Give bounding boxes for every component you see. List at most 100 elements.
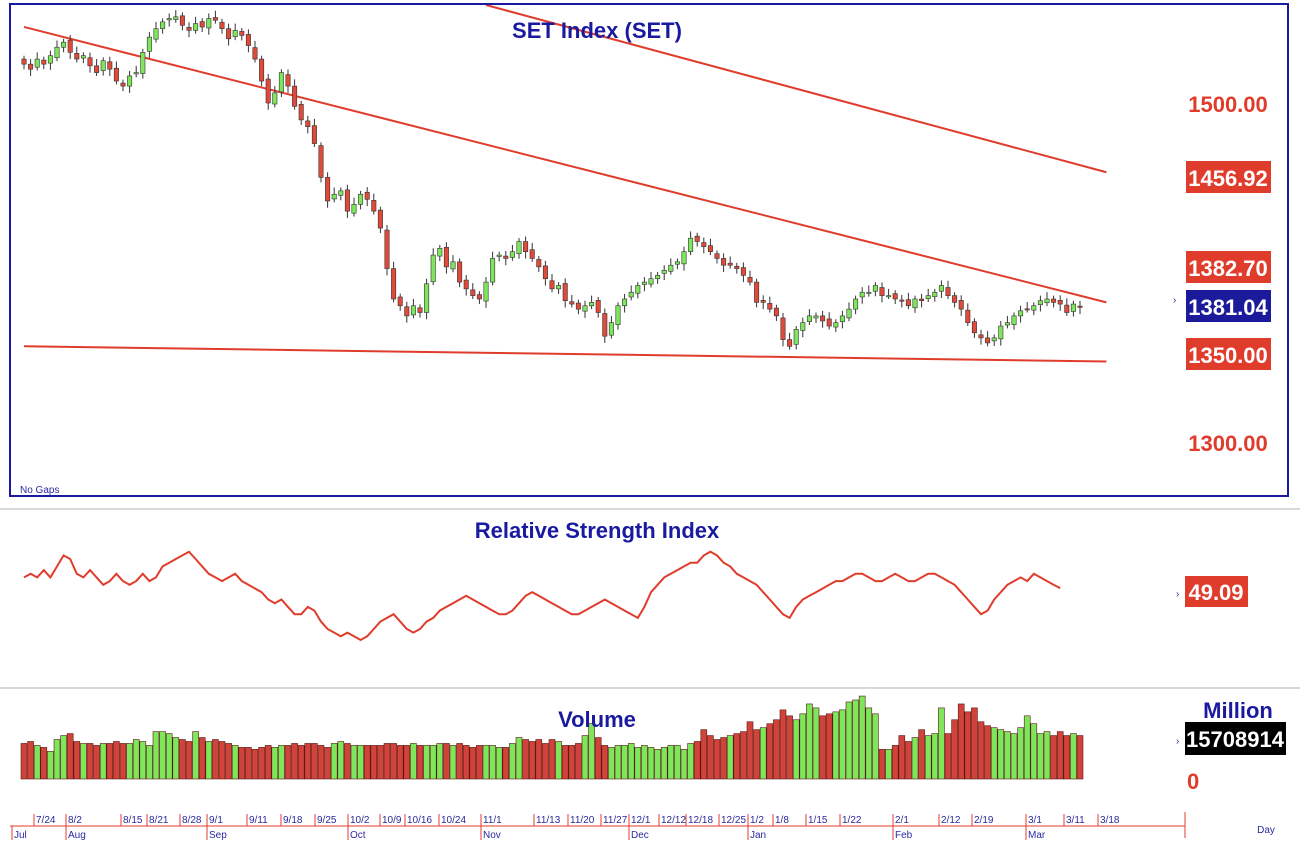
volume-bar: [1010, 733, 1018, 780]
volume-bar: [443, 743, 450, 780]
candle: [734, 262, 740, 274]
candle: [100, 57, 106, 76]
candle: [602, 308, 608, 343]
date-label: 12/18: [688, 815, 713, 826]
candle: [820, 310, 826, 328]
volume-bar: [495, 747, 503, 780]
volume-bar: [139, 741, 147, 780]
candle: [773, 304, 779, 321]
candle: [800, 317, 806, 338]
volume-bar: [674, 745, 681, 780]
volume-panel: [20, 695, 1084, 780]
candle: [496, 251, 502, 262]
volume-bar: [1063, 735, 1071, 780]
volume-bar: [436, 743, 444, 780]
volume-bar: [456, 743, 463, 780]
candle: [140, 48, 146, 79]
candle: [153, 21, 159, 43]
candle: [529, 242, 535, 262]
date-label: 10/24: [441, 815, 466, 826]
volume-bar: [1043, 731, 1051, 780]
volume-bar: [601, 745, 609, 780]
candle: [549, 273, 555, 293]
date-label: 3/11: [1066, 815, 1085, 826]
candle: [886, 288, 892, 299]
candle: [1051, 295, 1057, 308]
candle: [397, 293, 403, 311]
candle: [133, 65, 139, 78]
candle: [932, 288, 938, 302]
volume-bar: [614, 745, 622, 780]
candle: [463, 275, 469, 296]
volume-bar: [324, 747, 331, 780]
volume-bar: [60, 735, 67, 780]
volume-bar: [423, 745, 430, 780]
volume-bar: [291, 743, 298, 780]
candle: [278, 69, 284, 97]
rsi-last-value-box: [1185, 576, 1248, 607]
x-axis-label: Day: [1257, 825, 1275, 836]
candle: [985, 331, 991, 347]
candle: [179, 12, 185, 31]
candle: [707, 238, 713, 256]
candle: [945, 280, 951, 299]
volume-bar: [119, 743, 127, 780]
volume-bar: [489, 745, 496, 780]
volume-last-value: 15708914: [1186, 727, 1285, 752]
volume-bar: [350, 745, 358, 780]
volume-bar: [304, 743, 312, 780]
volume-bar: [740, 731, 747, 780]
candle: [793, 326, 799, 350]
candle: [47, 50, 53, 70]
volume-bar: [759, 727, 767, 780]
volume-bar: [753, 729, 760, 780]
volume-bar: [806, 703, 813, 780]
level-value: 1381.04: [1188, 295, 1268, 320]
date-label: 2/12: [941, 815, 961, 826]
candle: [74, 46, 80, 63]
volume-bar: [1023, 715, 1031, 780]
candle: [694, 232, 700, 247]
volume-bar: [113, 741, 120, 780]
candle: [272, 86, 278, 108]
candle: [556, 282, 562, 294]
volume-bar: [264, 745, 272, 780]
candle: [747, 270, 753, 286]
volume-bar: [132, 739, 140, 780]
volume-bar: [647, 747, 655, 780]
candle: [615, 302, 621, 330]
volume-bar: [707, 735, 714, 780]
date-label: 12/25: [721, 815, 746, 826]
volume-bar: [773, 719, 780, 780]
date-label: 2/19: [974, 815, 994, 826]
candle: [483, 277, 489, 308]
volume-bar: [271, 747, 279, 780]
volume-bar: [515, 737, 523, 780]
volume-bar: [852, 699, 859, 780]
candle: [54, 40, 60, 62]
volume-bar: [832, 711, 840, 780]
volume-bar: [185, 741, 193, 780]
candle: [364, 187, 370, 207]
volume-bar: [27, 741, 34, 780]
volume-bar: [152, 731, 160, 780]
candle: [721, 253, 727, 272]
candle: [311, 118, 317, 147]
volume-bar: [918, 729, 925, 780]
level-value: 1456.92: [1188, 166, 1268, 191]
candle: [958, 295, 964, 316]
volume-bar: [898, 735, 906, 780]
volume-bar: [251, 749, 259, 780]
candle: [1004, 315, 1010, 329]
candle: [226, 23, 232, 46]
volume-bar: [839, 709, 846, 780]
date-label: 9/25: [317, 815, 337, 826]
candle: [674, 258, 680, 270]
trendline-2: [23, 345, 1107, 363]
volume-bar: [1076, 735, 1084, 780]
volume-bar: [872, 713, 879, 780]
candle: [595, 296, 601, 318]
date-label: 3/18: [1100, 815, 1120, 826]
volume-bar: [93, 745, 100, 780]
candle: [424, 278, 430, 320]
